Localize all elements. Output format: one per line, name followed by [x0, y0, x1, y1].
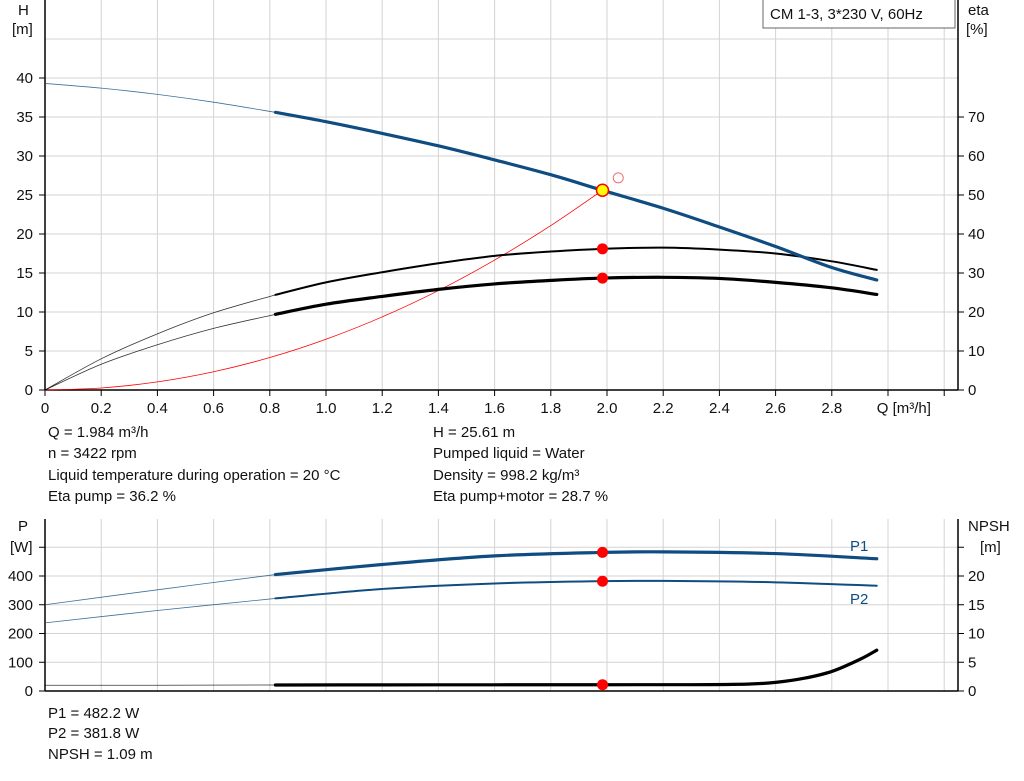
y-tick-label: 20 — [16, 226, 33, 243]
y-tick-label: 35 — [16, 109, 33, 126]
y2-tick-label: 40 — [968, 226, 985, 243]
x-tick-label: 1.6 — [484, 400, 505, 417]
legend-p2: P2 — [850, 591, 868, 608]
curve-NPSH — [273, 648, 879, 687]
y-tick-label: 100 — [8, 654, 33, 671]
y-tick-label: 5 — [25, 343, 33, 360]
y-axis-unit: [m] — [12, 21, 33, 38]
curve-P2 — [274, 579, 878, 600]
curve-system — [44, 189, 603, 391]
curve-H — [273, 110, 879, 282]
y2-tick-label: 0 — [968, 683, 976, 700]
y2-axis-unit: [%] — [966, 21, 988, 38]
info-density: Density = 998.2 kg/m³ — [433, 467, 580, 484]
y2-tick-label: 15 — [968, 597, 985, 614]
info-q: Q = 1.984 m³/h — [48, 424, 149, 441]
marker-eta-pump-motor — [597, 272, 609, 284]
x-tick-label: 1.2 — [372, 400, 393, 417]
marker-eta-pump — [597, 243, 609, 255]
y-tick-label: 200 — [8, 626, 33, 643]
y-tick-label: 0 — [25, 382, 33, 399]
marker-duty-point — [595, 183, 610, 197]
marker-open — [612, 172, 624, 184]
legend-p1: P1 — [850, 538, 868, 555]
y2-axis-unit: [m] — [980, 539, 1001, 556]
curve-P1 — [273, 550, 879, 577]
y2-tick-label: 50 — [968, 187, 985, 204]
y-axis-label: P — [18, 518, 28, 535]
curve-eta_pump_motor — [273, 275, 879, 316]
curve-H-extrapolated — [44, 83, 276, 113]
x-tick-label: 0 — [41, 400, 49, 417]
y2-tick-label: 10 — [968, 343, 985, 360]
info-pumped-liquid: Pumped liquid = Water — [433, 445, 585, 462]
y2-tick-label: 20 — [968, 304, 985, 321]
marker-p2 — [597, 575, 609, 587]
info-npsh: NPSH = 1.09 m — [48, 746, 153, 763]
y-axis-label: H — [18, 2, 29, 19]
legend-box — [762, 0, 956, 29]
x-tick-label: 1.8 — [540, 400, 561, 417]
y2-tick-label: 70 — [968, 109, 985, 126]
y2-tick-label: 20 — [968, 568, 985, 585]
x-tick-label: 2.0 — [597, 400, 618, 417]
x-tick-label: 0.8 — [259, 400, 280, 417]
info-eta-pump-motor: Eta pump+motor = 28.7 % — [433, 488, 609, 505]
y-tick-label: 40 — [16, 70, 33, 87]
y-axis-unit: [W] — [10, 539, 33, 556]
x-tick-label: 2.2 — [653, 400, 674, 417]
info-liquid-temp: Liquid temperature during operation = 20… — [48, 467, 341, 484]
y-tick-label: 25 — [16, 187, 33, 204]
curve-eta_pump-extrapolated — [44, 294, 276, 391]
info-p1: P1 = 482.2 W — [48, 705, 140, 722]
y2-axis-label: NPSH — [968, 518, 1010, 535]
y-tick-label: 0 — [25, 683, 33, 700]
y-tick-label: 300 — [8, 597, 33, 614]
x-tick-label: 0.6 — [203, 400, 224, 417]
x-axis-label: Q [m³/h] — [877, 400, 931, 417]
info-p2: P2 = 381.8 W — [48, 725, 140, 742]
y2-tick-label: 5 — [968, 654, 976, 671]
x-tick-label: 1.0 — [316, 400, 337, 417]
x-tick-label: 0.2 — [91, 400, 112, 417]
x-tick-label: 2.8 — [821, 400, 842, 417]
info-n: n = 3422 rpm — [48, 445, 137, 462]
y2-tick-label: 10 — [968, 626, 985, 643]
y2-tick-label: 60 — [968, 148, 985, 165]
y-tick-label: 15 — [16, 265, 33, 282]
y2-tick-label: 0 — [968, 382, 976, 399]
curve-eta_pump — [274, 246, 878, 296]
marker-npsh — [597, 679, 609, 691]
x-tick-label: 2.4 — [709, 400, 730, 417]
info-h: H = 25.61 m — [433, 424, 516, 441]
x-tick-label: 2.6 — [765, 400, 786, 417]
legend-text: CM 1-3, 3*230 V, 60Hz — [770, 6, 923, 23]
x-tick-label: 0.4 — [147, 400, 168, 417]
curve-eta_pump_motor-extrapolated — [44, 313, 276, 391]
curve-P2-extrapolated — [44, 598, 276, 624]
y-tick-label: 30 — [16, 148, 33, 165]
y-tick-label: 10 — [16, 304, 33, 321]
y-tick-label: 400 — [8, 568, 33, 585]
info-eta-pump: Eta pump = 36.2 % — [48, 488, 176, 505]
curve-P1-extrapolated — [44, 574, 276, 606]
y2-axis-label: eta — [968, 2, 990, 19]
marker-p1 — [597, 546, 609, 558]
x-tick-label: 1.4 — [428, 400, 449, 417]
y2-tick-label: 30 — [968, 265, 985, 282]
